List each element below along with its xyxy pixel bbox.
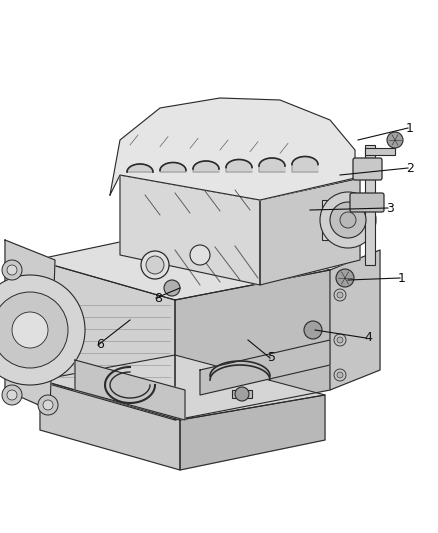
Circle shape	[0, 275, 85, 385]
Polygon shape	[35, 225, 329, 300]
Circle shape	[2, 260, 22, 280]
Polygon shape	[175, 270, 329, 420]
Bar	[364, 145, 374, 265]
Circle shape	[319, 192, 375, 248]
Circle shape	[336, 292, 342, 298]
Bar	[231, 390, 251, 398]
Text: 4: 4	[363, 332, 371, 344]
Circle shape	[339, 212, 355, 228]
FancyBboxPatch shape	[349, 193, 383, 212]
Circle shape	[335, 269, 353, 287]
Circle shape	[141, 251, 169, 279]
Polygon shape	[329, 250, 379, 390]
Text: 1: 1	[405, 122, 413, 134]
Circle shape	[386, 132, 402, 148]
Polygon shape	[258, 158, 284, 172]
Polygon shape	[40, 380, 180, 470]
Circle shape	[164, 280, 180, 296]
Polygon shape	[259, 178, 359, 285]
Circle shape	[333, 334, 345, 346]
Circle shape	[333, 369, 345, 381]
Polygon shape	[35, 260, 175, 420]
Text: 5: 5	[267, 351, 276, 365]
Text: 8: 8	[154, 292, 162, 304]
Polygon shape	[180, 395, 324, 470]
Polygon shape	[193, 161, 219, 172]
FancyBboxPatch shape	[352, 158, 381, 180]
Polygon shape	[75, 360, 184, 420]
Polygon shape	[5, 240, 55, 410]
Polygon shape	[226, 159, 251, 172]
Circle shape	[333, 289, 345, 301]
Circle shape	[303, 321, 321, 339]
Polygon shape	[127, 164, 153, 172]
Circle shape	[336, 337, 342, 343]
Bar	[321, 200, 373, 240]
Circle shape	[336, 372, 342, 378]
Polygon shape	[40, 355, 324, 420]
Polygon shape	[200, 340, 329, 395]
Circle shape	[234, 387, 248, 401]
Circle shape	[43, 400, 53, 410]
Polygon shape	[120, 175, 259, 285]
Polygon shape	[291, 157, 317, 172]
Circle shape	[12, 312, 48, 348]
Circle shape	[146, 256, 164, 274]
Circle shape	[190, 245, 209, 265]
Polygon shape	[159, 163, 186, 172]
Text: 6: 6	[96, 338, 104, 351]
Circle shape	[0, 292, 68, 368]
Circle shape	[7, 390, 17, 400]
Circle shape	[329, 202, 365, 238]
Text: 2: 2	[405, 161, 413, 174]
Text: 3: 3	[385, 201, 393, 214]
Bar	[364, 148, 394, 155]
Polygon shape	[120, 148, 359, 200]
Polygon shape	[110, 98, 354, 200]
Circle shape	[38, 395, 58, 415]
Text: 1: 1	[397, 271, 405, 285]
Circle shape	[7, 265, 17, 275]
Circle shape	[2, 385, 22, 405]
